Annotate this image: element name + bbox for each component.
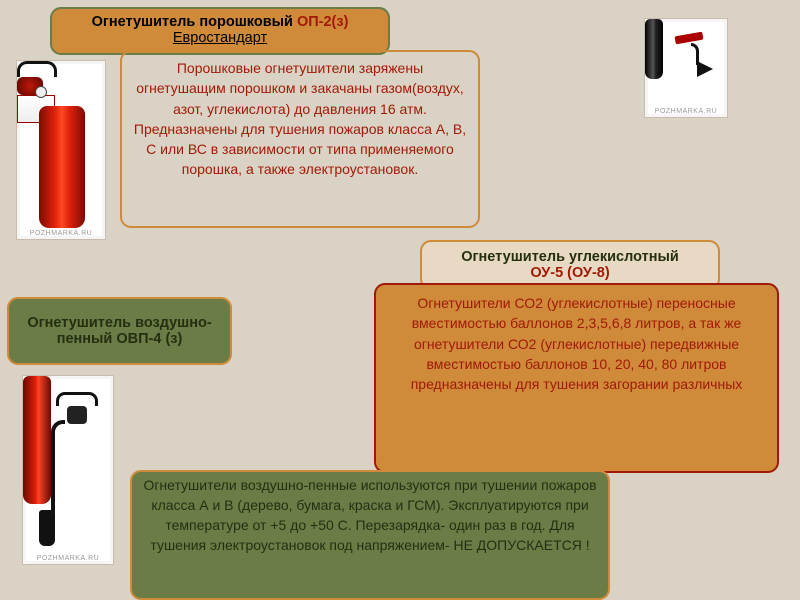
powder-extinguisher-description: Порошковые огнетушители заряжены огнетуш… [120,50,480,228]
powder-title-text: Огнетушитель порошковый [92,14,293,30]
foam-body-text: Огнетушители воздушно-пенные используютс… [143,477,596,553]
foam-extinguisher-image: POZHMARKA.RU [22,375,114,565]
powder-extinguisher-title: Огнетушитель порошковый ОП-2(з) Евростан… [50,7,390,55]
powder-body-text: Порошковые огнетушители заряжены огнетуш… [134,60,466,177]
co2-title-text: Огнетушитель углекислотный [461,249,679,265]
co2-extinguisher-image: POZHMARKA.RU [644,18,728,118]
powder-title-sub: Евростандарт [62,30,378,46]
image-watermark: POZHMARKA.RU [17,230,105,237]
image-watermark: POZHMARKA.RU [23,555,113,562]
co2-body-text: Огнетушители СО2 (углекислотные) перенос… [411,295,743,392]
co2-extinguisher-description: Огнетушители СО2 (углекислотные) перенос… [374,283,779,473]
powder-title-code: ОП-2(з) [297,14,348,30]
foam-title-text: Огнетушитель воздушно-пенный ОВП-4 (з) [19,315,220,347]
foam-extinguisher-description: Огнетушители воздушно-пенные используютс… [130,470,610,600]
powder-extinguisher-image: POZHMARKA.RU [16,60,106,240]
co2-title-code: ОУ-5 (ОУ-8) [530,265,609,281]
image-watermark: POZHMARKA.RU [645,108,727,115]
foam-extinguisher-title: Огнетушитель воздушно-пенный ОВП-4 (з) [7,297,232,365]
